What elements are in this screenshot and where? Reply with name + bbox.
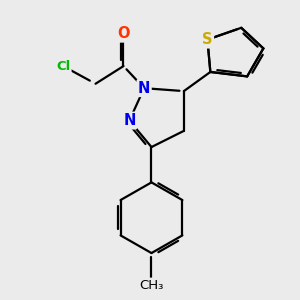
Text: CH₃: CH₃: [139, 279, 164, 292]
Text: N: N: [138, 81, 150, 96]
Text: S: S: [202, 32, 213, 47]
Text: Cl: Cl: [56, 60, 70, 73]
Text: N: N: [123, 113, 136, 128]
Text: O: O: [117, 26, 130, 41]
